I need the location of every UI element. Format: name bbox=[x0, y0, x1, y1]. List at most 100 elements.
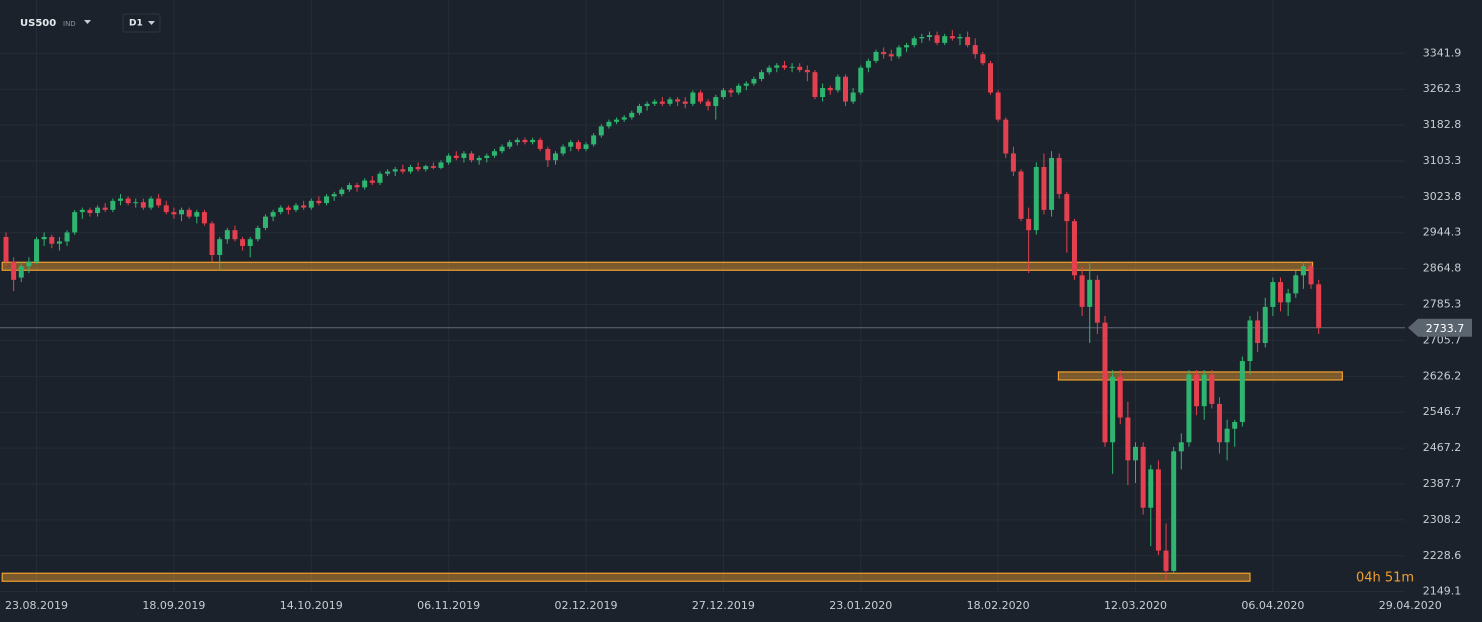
price-tag bbox=[1408, 318, 1472, 337]
x-tick-label: 14.10.2019 bbox=[280, 599, 343, 612]
candle-body bbox=[911, 38, 917, 46]
candle-body bbox=[591, 135, 597, 145]
candle-body bbox=[797, 66, 803, 70]
candle-body bbox=[64, 232, 70, 242]
candle-body bbox=[56, 241, 62, 244]
candle-body bbox=[583, 144, 589, 149]
candle-body bbox=[980, 54, 986, 64]
candle-body bbox=[117, 198, 123, 201]
candle-body bbox=[377, 173, 383, 183]
timeframe[interactable]: D1 bbox=[129, 19, 143, 29]
y-tick-label: 2785.3 bbox=[1423, 298, 1462, 311]
candle-body bbox=[354, 185, 360, 188]
x-tick-label: 06.04.2020 bbox=[1241, 599, 1304, 612]
candle-body bbox=[858, 67, 864, 93]
timeframe-box[interactable] bbox=[122, 13, 161, 33]
candle-body bbox=[41, 236, 47, 240]
candle-body bbox=[690, 92, 696, 104]
candle-body bbox=[1163, 550, 1169, 571]
candle-body bbox=[919, 37, 925, 39]
level-band bbox=[1, 261, 1314, 271]
y-tick-label: 2864.8 bbox=[1423, 262, 1462, 275]
candle-body bbox=[896, 47, 902, 57]
candle-body bbox=[484, 155, 490, 158]
candle-body bbox=[171, 212, 177, 215]
candle-body bbox=[1308, 266, 1314, 285]
candle-body bbox=[537, 139, 543, 149]
timeframe-dropdown[interactable] bbox=[148, 21, 155, 25]
candle-body bbox=[163, 205, 169, 213]
candle-body bbox=[636, 106, 642, 113]
candle-body bbox=[812, 72, 818, 98]
candle-body bbox=[179, 209, 185, 215]
x-tick-label: 23.01.2020 bbox=[829, 599, 892, 612]
candle-body bbox=[1262, 306, 1268, 344]
candle-body bbox=[209, 223, 215, 255]
candle-body bbox=[575, 142, 581, 149]
candle-body bbox=[972, 45, 978, 55]
candle-body bbox=[217, 239, 223, 255]
axes: 3341.9 3262.3 3182.8 3103.3 3023.8 2944.3 2864… bbox=[5, 46, 1472, 612]
candle-body bbox=[873, 51, 879, 61]
symbol-dropdown[interactable] bbox=[84, 20, 91, 24]
candle-body bbox=[1010, 153, 1016, 172]
candle-body bbox=[49, 236, 55, 244]
candle-body bbox=[514, 139, 520, 143]
candle-body bbox=[934, 35, 940, 43]
candle-body bbox=[1026, 218, 1032, 231]
candle-body bbox=[194, 212, 200, 217]
y-tick-label: 2546.7 bbox=[1423, 405, 1462, 418]
x-tick-label: 18.02.2020 bbox=[967, 599, 1030, 612]
candle-body bbox=[1041, 166, 1047, 210]
candle-body bbox=[598, 126, 604, 136]
candle-body bbox=[461, 153, 467, 158]
x-tick-label: 29.04.2020 bbox=[1379, 599, 1442, 612]
candle-body bbox=[1117, 376, 1123, 418]
candle-body bbox=[270, 212, 276, 217]
candle-body bbox=[1110, 376, 1116, 443]
toolbar: US500 IND D1 bbox=[20, 13, 161, 33]
y-tick-label: 2228.6 bbox=[1423, 549, 1462, 562]
symbol[interactable]: US500 bbox=[20, 18, 56, 29]
candle-body bbox=[1285, 293, 1291, 303]
candle-body bbox=[316, 200, 322, 204]
candle-body bbox=[1239, 361, 1245, 422]
level-band bbox=[1057, 371, 1343, 381]
market[interactable]: IND bbox=[63, 20, 76, 28]
candle-body bbox=[3, 236, 9, 262]
candle-body bbox=[835, 76, 841, 91]
candle-body bbox=[552, 153, 558, 161]
candle-body bbox=[1125, 417, 1131, 461]
candle-body bbox=[942, 36, 948, 43]
candle-body bbox=[499, 146, 505, 152]
candle-body bbox=[331, 194, 337, 197]
candle-body bbox=[774, 65, 780, 68]
candle-body bbox=[965, 37, 971, 46]
y-tick-label: 3341.9 bbox=[1423, 46, 1462, 59]
candle-body bbox=[385, 171, 391, 174]
candle-body bbox=[79, 209, 85, 213]
x-tick-label: 02.12.2019 bbox=[555, 599, 618, 612]
candle-body bbox=[423, 166, 429, 170]
candle-body bbox=[148, 198, 154, 208]
candle-body bbox=[1178, 442, 1184, 452]
candle-body bbox=[743, 83, 749, 86]
candle-body bbox=[1201, 374, 1207, 407]
candle-body bbox=[369, 180, 375, 183]
candle-body bbox=[522, 139, 528, 143]
y-tick-label: 3103.3 bbox=[1423, 154, 1462, 167]
candle-body bbox=[766, 67, 772, 73]
candle-body bbox=[453, 155, 459, 158]
candle-body bbox=[491, 151, 497, 156]
candle-body bbox=[621, 117, 627, 120]
candle-body bbox=[843, 76, 849, 102]
candle-body bbox=[34, 239, 40, 262]
candle-body bbox=[988, 63, 994, 93]
candle-body bbox=[400, 169, 406, 172]
candle-body bbox=[125, 198, 131, 204]
candle-body bbox=[1270, 282, 1276, 307]
candle-body bbox=[705, 101, 711, 107]
candle-body bbox=[850, 92, 856, 102]
